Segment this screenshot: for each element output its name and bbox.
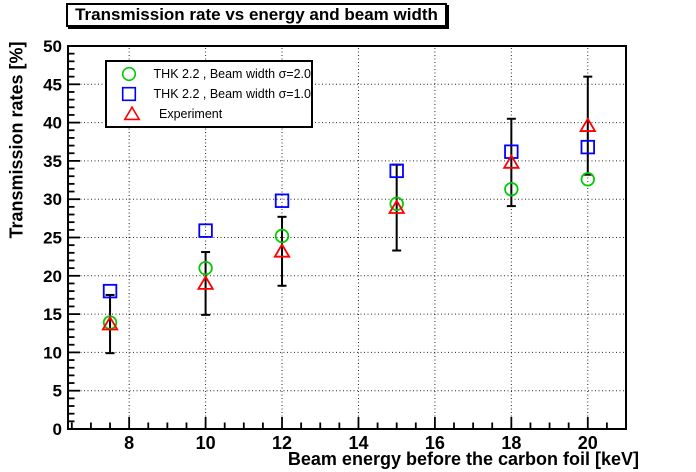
svg-text:30: 30 [43,190,62,209]
chart-title: Transmission rate vs energy and beam wid… [66,3,447,27]
svg-text:20: 20 [43,267,62,286]
svg-text:50: 50 [43,37,62,56]
svg-text:10: 10 [196,433,216,453]
series-1-markers [102,139,595,299]
legend-item-label: THK 2.2 , Beam width σ=1.0 [153,87,311,101]
svg-text:5: 5 [53,382,62,401]
legend-item-thk-sigma-1: THK 2.2 , Beam width σ=1.0 [107,84,311,104]
svg-text:18: 18 [501,433,521,453]
svg-text:15: 15 [43,305,62,324]
svg-text:12: 12 [272,433,292,453]
legend-item-label: THK 2.2 , Beam width σ=2.0 [153,67,311,81]
svg-text:40: 40 [43,114,62,133]
svg-text:20: 20 [578,433,598,453]
svg-text:35: 35 [43,152,62,171]
svg-text:14: 14 [348,433,368,453]
series-2-markers [101,117,597,331]
gridlines [70,48,624,427]
legend-item-label: Experiment [159,107,223,121]
svg-text:45: 45 [43,75,62,94]
tick-labels: 8 10 12 14 16 18 20 0 5 10 15 20 25 30 35 40 45 50 [43,37,598,453]
svg-text:0: 0 [53,420,62,439]
svg-text:10: 10 [43,343,62,362]
y-axis-title: Transmission rates [%] [6,41,27,239]
triangle-marker-icon [119,105,145,123]
svg-text:8: 8 [124,433,134,453]
legend-item-thk-sigma-2: THK 2.2 , Beam width σ=2.0 [107,64,311,84]
svg-text:25: 25 [43,229,62,248]
svg-text:16: 16 [425,433,445,453]
square-marker-icon [119,85,140,103]
circle-marker-icon [119,65,140,83]
x-axis-title: Beam energy before the carbon foil [keV] [287,449,639,469]
axis-ticks [69,45,627,430]
legend-item-experiment: Experiment [107,104,311,124]
legend: THK 2.2 , Beam width σ=2.0 THK 2.2 , Bea… [105,60,313,128]
